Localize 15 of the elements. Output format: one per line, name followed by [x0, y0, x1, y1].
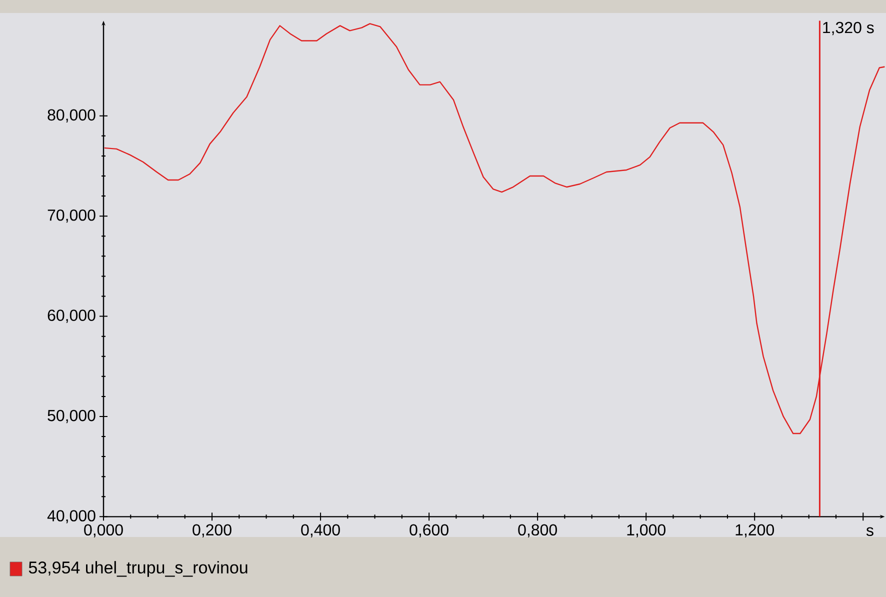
x-axis-title: s [866, 527, 874, 536]
y-tick-label: 60,000 [48, 310, 96, 323]
x-tick-label: 0,600 [410, 524, 448, 538]
y-tick-label: 70,000 [48, 209, 96, 223]
x-tick-label: 0,200 [192, 524, 232, 538]
y-tick-label: 80,000 [48, 109, 96, 122]
y-tick-label: 40,000 [47, 510, 96, 524]
y-tick-label: 50,000 [48, 410, 96, 424]
x-tick-label: 0,000 [84, 524, 123, 538]
x-tick-label: 1,200 [736, 524, 774, 538]
legend-label: 53,954 uhel_trupu_s_rovinou [28, 561, 248, 577]
x-tick-label: 1,000 [627, 524, 666, 538]
ref-line-label: 1,320 s [823, 22, 874, 36]
x-tick-label: 0,400 [301, 524, 340, 538]
x-tick-label: 0,800 [518, 524, 557, 538]
